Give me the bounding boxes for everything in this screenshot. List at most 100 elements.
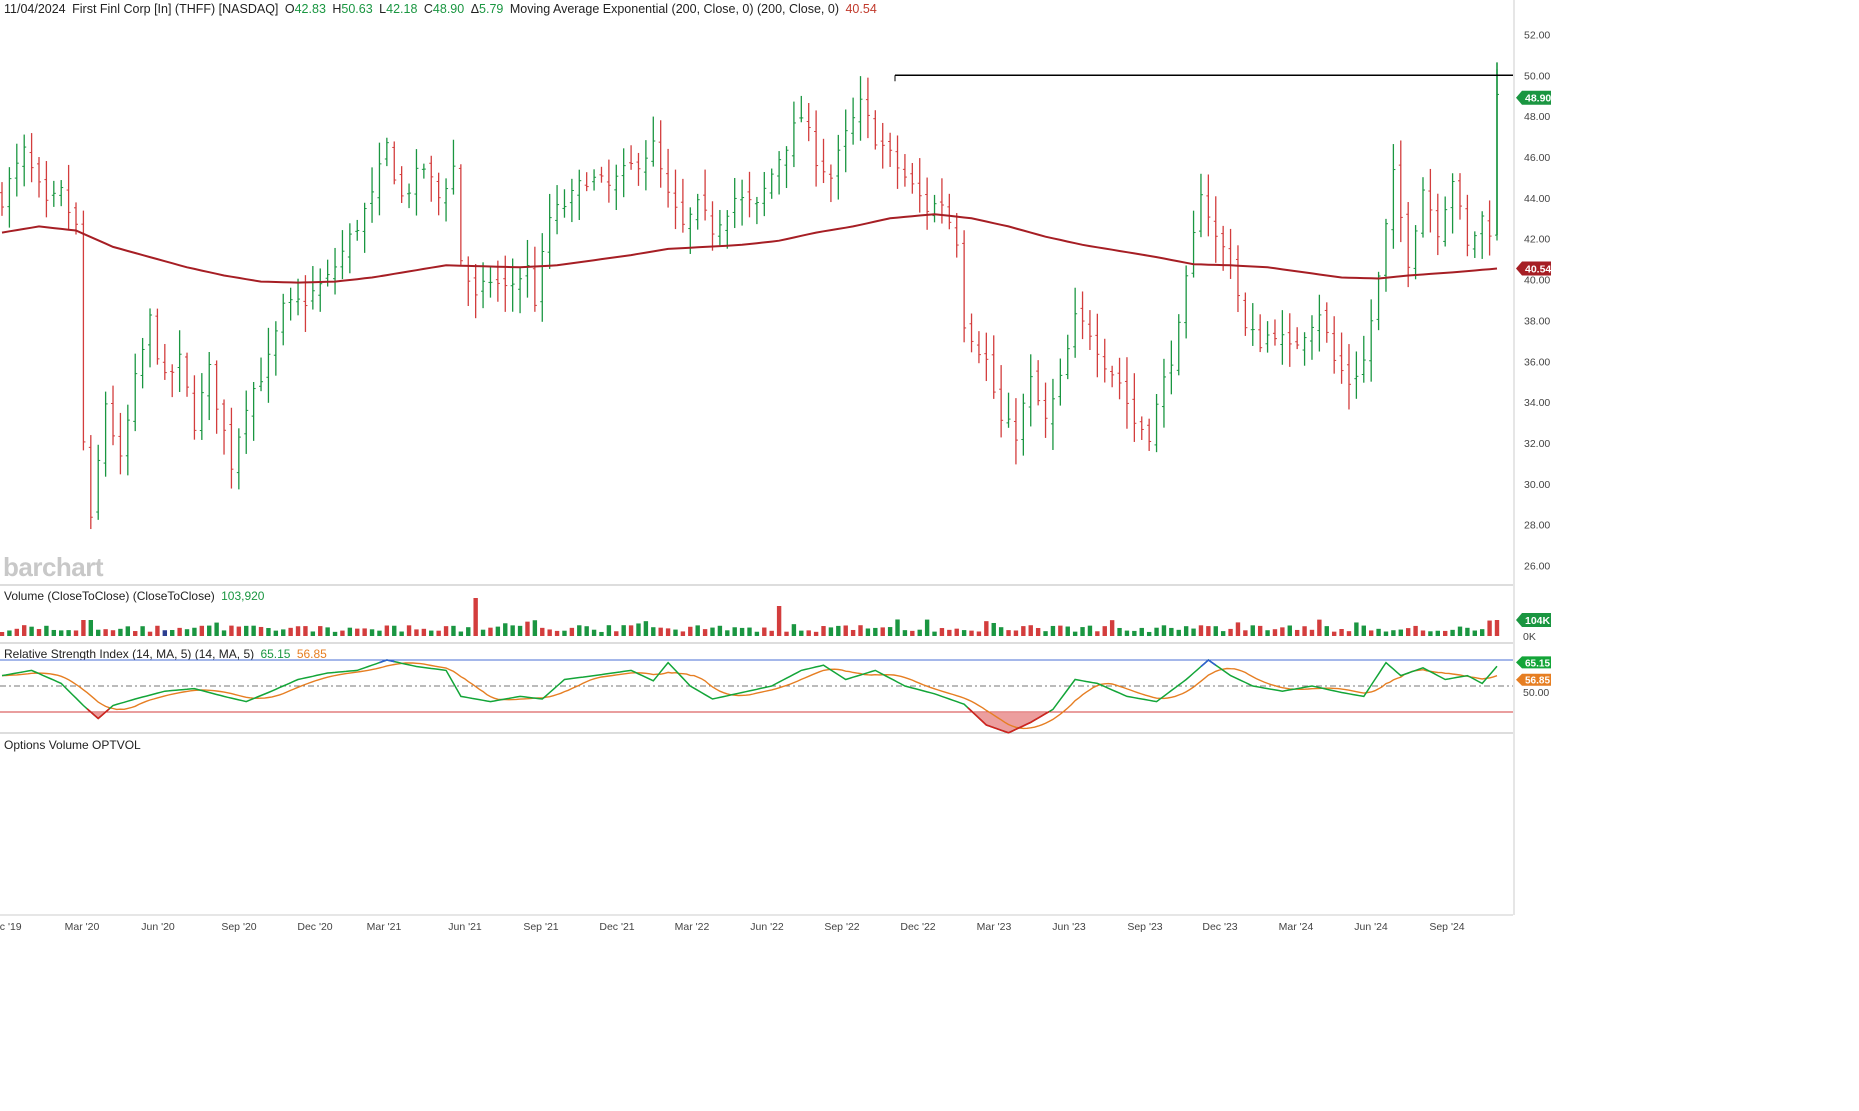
x-tick-label: Sep '23 [1127,921,1162,933]
volume-bar [1331,631,1337,636]
volume-bar [932,631,937,636]
volume-bar [1058,625,1063,636]
volume-bar [1050,625,1056,636]
volume-bar [110,630,116,636]
volume-bar [1354,622,1359,636]
volume-bar [776,606,782,636]
volume-bar [828,627,834,636]
options-title: Options Volume OPTVOL [4,738,141,752]
rsi-oversold-line [86,708,110,720]
rsi-mid-label: 50.00 [1523,687,1549,699]
volume-bar [1368,630,1374,636]
volume-bar [495,626,501,636]
volume-bar [458,631,464,636]
volume-bar [288,627,293,636]
volume-bar [273,630,279,636]
x-tick-label: Sep '21 [523,921,558,933]
volume-bar [1072,631,1078,636]
x-tick-label: Jun '22 [750,921,784,933]
volume-zero-label: 0K [1523,631,1536,643]
volume-bar [184,629,190,636]
volume-bar [429,630,434,636]
volume-bar [503,623,508,636]
volume-bar [451,625,456,636]
volume-bar [1420,630,1426,636]
volume-bar [44,625,49,636]
volume-bar [1228,628,1233,636]
volume-bar [1272,629,1278,636]
volume-bar [258,626,264,636]
x-tick-label: Dec '23 [1202,921,1237,933]
volume-bar [547,629,552,636]
volume-panel-title: Volume (CloseToClose) (CloseToClose) 103… [4,589,267,603]
last-price-badge-bg [1516,90,1551,105]
volume-bar [865,628,871,636]
volume-bar [281,629,286,636]
volume-bar [147,631,153,636]
y-tick-label: 50.00 [1524,70,1550,82]
volume-bar [880,627,885,636]
volume-bar [806,630,811,636]
volume-bar [29,626,34,636]
volume-bar [1220,631,1226,636]
rsi-badge-bg [1516,656,1551,669]
volume-bar [843,625,848,636]
volume-bar [1243,630,1248,636]
volume-bar [1339,629,1344,636]
x-tick-label: Sep '20 [221,921,256,933]
volume-bar [799,630,804,636]
volume-bar [984,621,989,636]
volume-bar [466,627,471,636]
y-tick-label: 32.00 [1524,438,1550,450]
x-tick-label: Jun '21 [448,921,482,933]
volume-bar [614,631,619,636]
y-tick-label: 26.00 [1524,561,1550,573]
volume-bar [1250,625,1255,636]
volume-bar [340,630,345,636]
volume-bar [392,625,397,636]
volume-bar [1257,625,1263,636]
volume-bar [680,631,686,636]
volume-bar [414,629,419,636]
x-tick-label: Mar '22 [675,921,710,933]
volume-bar [651,627,656,636]
volume-bar [1428,631,1433,636]
volume-bar [229,625,234,636]
volume-bar [628,625,634,636]
volume-bar [939,628,945,636]
header-high: 50.63 [341,2,373,16]
volume-bar [214,622,219,636]
volume-bar [295,626,301,636]
volume-bar [244,625,249,636]
volume-bar [1065,626,1070,636]
chart-header: 11/04/2024 First Finl Corp [In] (THFF) [… [4,2,880,16]
volume-bar [924,619,930,636]
x-tick-label: Dec '20 [297,921,332,933]
y-tick-label: 44.00 [1524,193,1550,205]
volume-bar [858,625,863,636]
x-tick-label: Mar '24 [1279,921,1314,933]
volume-bar [221,630,227,636]
volume-bar [421,628,427,636]
volume-bar [1146,631,1152,636]
x-tick-label: Sep '24 [1429,921,1464,933]
volume-bar [1095,631,1100,636]
volume-bar [584,626,589,636]
volume-bar [961,630,967,636]
volume-bar [1080,627,1085,636]
volume-bar [1102,626,1107,636]
y-tick-label: 48.00 [1524,111,1550,123]
rsi-title: Relative Strength Index (14, MA, 5) (14,… [4,647,255,661]
volume-bar [303,626,308,636]
volume-bar [1302,626,1307,636]
volume-bar [754,631,760,636]
volume-bar [192,627,197,636]
volume-bar [917,629,922,636]
volume-bar [591,629,597,636]
y-tick-label: 38.00 [1524,315,1550,327]
volume-bar [606,625,612,636]
header-change-label: Δ [470,2,480,16]
volume-bar [517,625,523,636]
volume-bar [725,630,730,636]
